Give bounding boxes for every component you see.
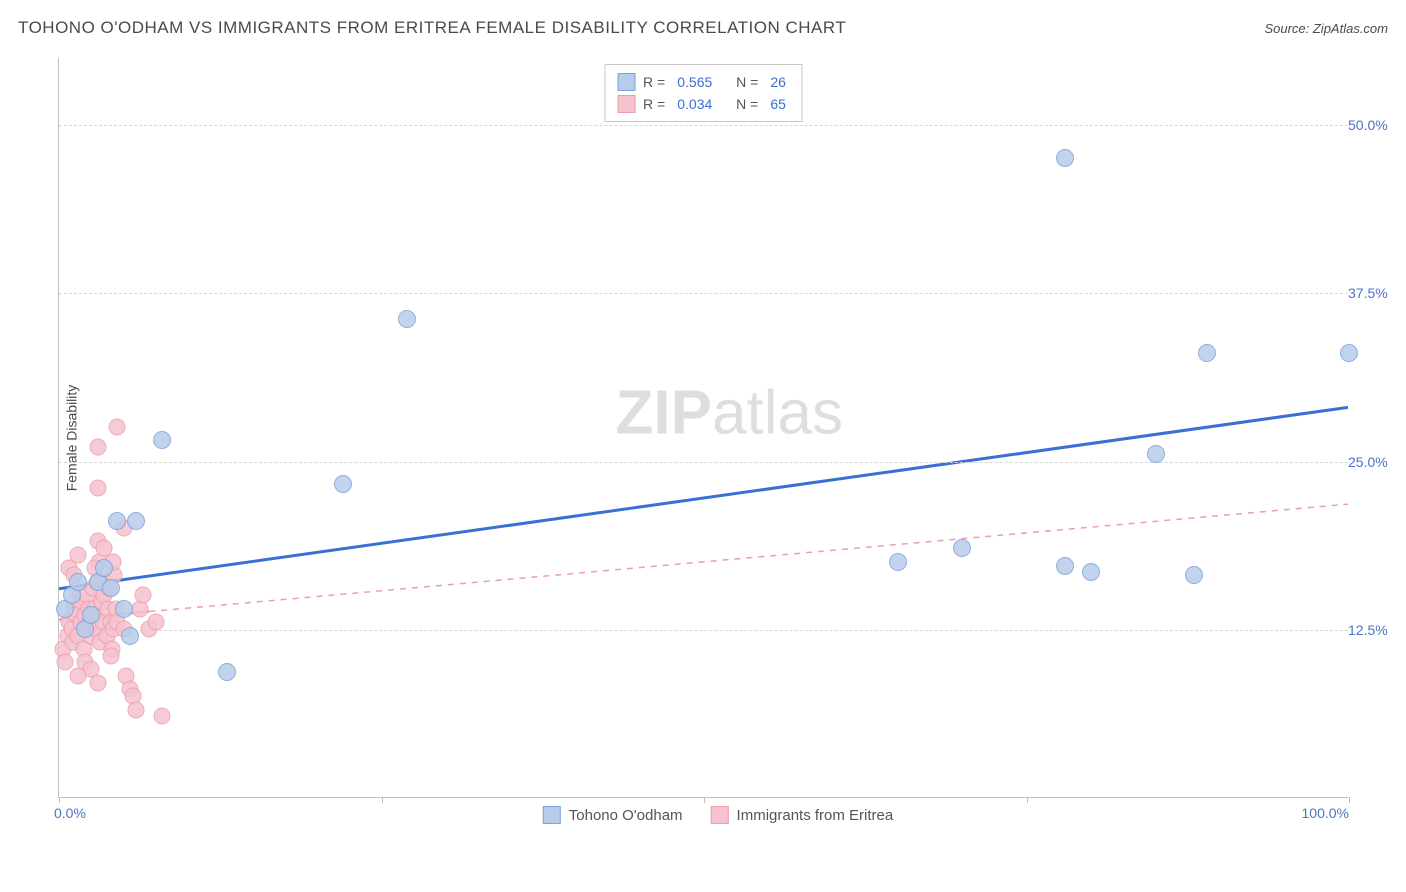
- data-point: [89, 439, 106, 456]
- data-point: [121, 627, 139, 645]
- x-tick: [1027, 797, 1028, 803]
- x-tick: [1349, 797, 1350, 803]
- x-tick: [704, 797, 705, 803]
- data-point: [89, 674, 106, 691]
- data-point: [1185, 566, 1203, 584]
- swatch-eritrea-icon: [711, 806, 729, 824]
- data-point: [109, 419, 126, 436]
- data-point: [1147, 445, 1165, 463]
- swatch-tohono-icon: [543, 806, 561, 824]
- data-point: [102, 579, 120, 597]
- data-point: [1198, 344, 1216, 362]
- data-point: [128, 701, 145, 718]
- data-point: [70, 546, 87, 563]
- data-point: [147, 614, 164, 631]
- legend-label-eritrea: Immigrants from Eritrea: [737, 807, 894, 824]
- data-point: [89, 479, 106, 496]
- data-point: [108, 512, 126, 530]
- y-tick-label: 25.0%: [1348, 454, 1396, 470]
- plot-wrapper: Female Disability ZIPatlas R = 0.565 N =…: [48, 48, 1388, 828]
- gridline: [59, 293, 1348, 294]
- data-point: [218, 663, 236, 681]
- series-legend: Tohono O'odham Immigrants from Eritrea: [543, 806, 893, 824]
- plot-area: ZIPatlas R = 0.565 N = 26 R = 0.034 N = …: [58, 58, 1348, 798]
- data-point: [134, 587, 151, 604]
- x-tick-label: 0.0%: [54, 805, 86, 821]
- data-point: [153, 431, 171, 449]
- trend-lines: [59, 58, 1348, 797]
- data-point: [69, 573, 87, 591]
- gridline: [59, 630, 1348, 631]
- data-point: [57, 654, 74, 671]
- legend-item-eritrea: Immigrants from Eritrea: [711, 806, 894, 824]
- x-tick: [59, 797, 60, 803]
- data-point: [398, 310, 416, 328]
- x-tick-label: 100.0%: [1302, 805, 1349, 821]
- data-point: [102, 647, 119, 664]
- source-prefix: Source:: [1264, 21, 1312, 36]
- data-point: [889, 553, 907, 571]
- data-point: [1056, 557, 1074, 575]
- source-link[interactable]: ZipAtlas.com: [1313, 21, 1388, 36]
- source-attribution: Source: ZipAtlas.com: [1264, 21, 1388, 36]
- title-bar: TOHONO O'ODHAM VS IMMIGRANTS FROM ERITRE…: [18, 18, 1388, 38]
- data-point: [115, 600, 133, 618]
- legend-item-tohono: Tohono O'odham: [543, 806, 683, 824]
- chart-title: TOHONO O'ODHAM VS IMMIGRANTS FROM ERITRE…: [18, 18, 846, 38]
- data-point: [127, 512, 145, 530]
- data-point: [154, 708, 171, 725]
- data-point: [70, 667, 87, 684]
- data-point: [334, 475, 352, 493]
- y-tick-label: 50.0%: [1348, 117, 1396, 133]
- x-tick: [382, 797, 383, 803]
- data-point: [953, 539, 971, 557]
- data-point: [1340, 344, 1358, 362]
- data-point: [1082, 563, 1100, 581]
- data-point: [82, 606, 100, 624]
- data-point: [95, 559, 113, 577]
- legend-label-tohono: Tohono O'odham: [569, 807, 683, 824]
- y-tick-label: 12.5%: [1348, 622, 1396, 638]
- y-tick-label: 37.5%: [1348, 285, 1396, 301]
- data-point: [1056, 149, 1074, 167]
- gridline: [59, 125, 1348, 126]
